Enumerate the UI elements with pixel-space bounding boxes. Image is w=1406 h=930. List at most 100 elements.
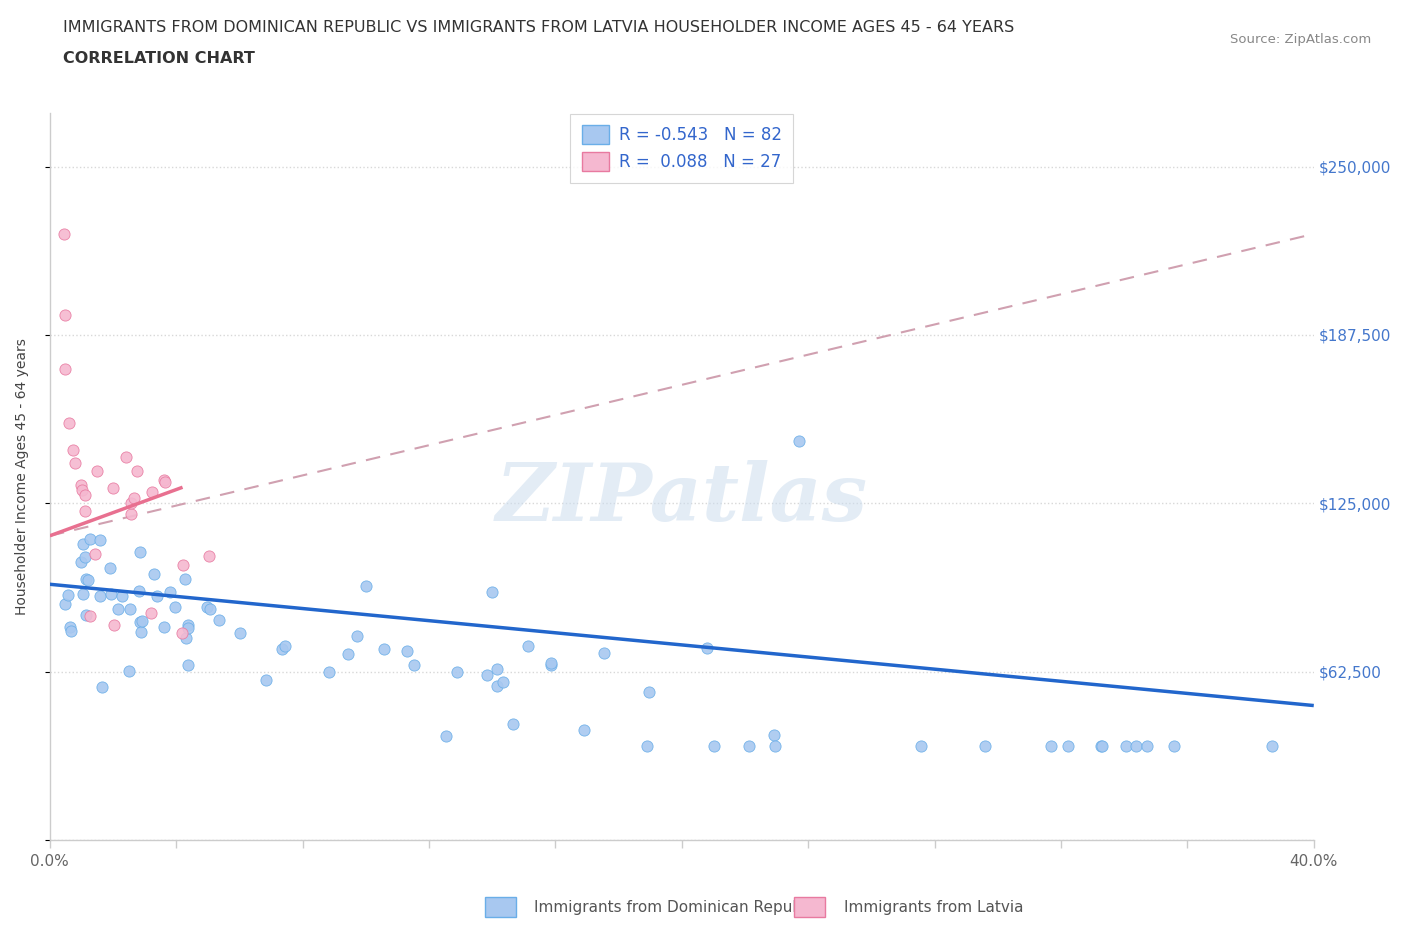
Point <box>163 600 186 615</box>
Point <box>172 557 194 572</box>
Point <box>141 605 163 620</box>
Point <box>763 728 786 743</box>
Point <box>1136 738 1159 753</box>
Text: Immigrants from Latvia: Immigrants from Latvia <box>844 900 1024 915</box>
Point <box>120 506 142 521</box>
Point <box>337 646 360 661</box>
Point <box>127 463 149 478</box>
Point <box>395 644 418 658</box>
Text: Source: ZipAtlas.com: Source: ZipAtlas.com <box>1230 33 1371 46</box>
Point <box>1115 738 1137 753</box>
Point <box>502 717 524 732</box>
Point <box>128 583 150 598</box>
Point <box>129 615 152 630</box>
Point <box>129 625 152 640</box>
Point <box>492 674 515 689</box>
Point <box>434 728 457 743</box>
Point <box>318 665 340 680</box>
Point <box>75 607 97 622</box>
Point <box>89 533 111 548</box>
Point <box>636 738 658 753</box>
Point <box>1090 738 1112 753</box>
Point <box>1125 738 1147 753</box>
Y-axis label: Householder Income Ages 45 - 64 years: Householder Income Ages 45 - 64 years <box>15 338 30 615</box>
Point <box>703 738 725 753</box>
Point <box>485 679 508 694</box>
Point <box>103 618 125 632</box>
Point <box>53 597 76 612</box>
Point <box>174 631 197 645</box>
Point <box>72 483 94 498</box>
Point <box>59 623 82 638</box>
Point <box>195 600 218 615</box>
Point <box>84 547 107 562</box>
Point <box>516 639 538 654</box>
Point <box>1057 738 1080 753</box>
Point <box>58 415 80 430</box>
Point <box>354 578 377 593</box>
Point <box>763 738 786 753</box>
Point <box>170 625 193 640</box>
Point <box>208 613 231 628</box>
Point <box>572 723 595 737</box>
Point <box>696 640 718 655</box>
Point <box>477 668 499 683</box>
Point <box>176 618 198 632</box>
Point <box>174 572 197 587</box>
Point <box>58 588 80 603</box>
Point <box>198 602 221 617</box>
Point <box>100 587 122 602</box>
Point <box>129 544 152 559</box>
Point <box>159 585 181 600</box>
Text: CORRELATION CHART: CORRELATION CHART <box>63 51 254 66</box>
Point <box>153 474 176 489</box>
Point <box>98 561 121 576</box>
Point <box>146 589 169 604</box>
Point <box>153 619 176 634</box>
Point <box>75 572 97 587</box>
Point <box>73 549 96 564</box>
Point <box>107 602 129 617</box>
Point <box>141 485 163 499</box>
Point <box>72 587 94 602</box>
Point <box>485 661 508 676</box>
Text: ZIPatlas: ZIPatlas <box>496 459 868 537</box>
Point <box>540 656 562 671</box>
Point <box>198 549 221 564</box>
Point <box>120 495 142 510</box>
Point <box>73 488 96 503</box>
Point <box>229 626 252 641</box>
Point <box>79 608 101 623</box>
Point <box>101 480 124 495</box>
Point <box>254 672 277 687</box>
Point <box>346 628 368 643</box>
Point <box>63 456 86 471</box>
Text: Immigrants from Dominican Republic: Immigrants from Dominican Republic <box>534 900 820 915</box>
Point <box>738 738 761 753</box>
Text: IMMIGRANTS FROM DOMINICAN REPUBLIC VS IMMIGRANTS FROM LATVIA HOUSEHOLDER INCOME : IMMIGRANTS FROM DOMINICAN REPUBLIC VS IM… <box>63 20 1015 35</box>
Point <box>1091 738 1114 753</box>
Point <box>120 602 142 617</box>
Point <box>75 503 97 518</box>
Point <box>115 449 138 464</box>
Point <box>77 572 100 587</box>
Point <box>271 641 294 656</box>
Point <box>79 532 101 547</box>
Point <box>787 434 810 449</box>
Point <box>131 614 153 629</box>
Point <box>177 620 200 635</box>
Point <box>59 620 82 635</box>
Point <box>540 658 562 672</box>
Point <box>143 567 166 582</box>
Point <box>273 639 295 654</box>
Point <box>910 738 932 753</box>
Point <box>638 684 661 699</box>
Point <box>118 663 141 678</box>
Point <box>110 589 132 604</box>
Point <box>177 658 200 672</box>
Point <box>122 490 145 505</box>
Point <box>72 537 94 551</box>
Point <box>1163 738 1185 753</box>
Point <box>70 477 93 492</box>
Point <box>62 442 84 457</box>
